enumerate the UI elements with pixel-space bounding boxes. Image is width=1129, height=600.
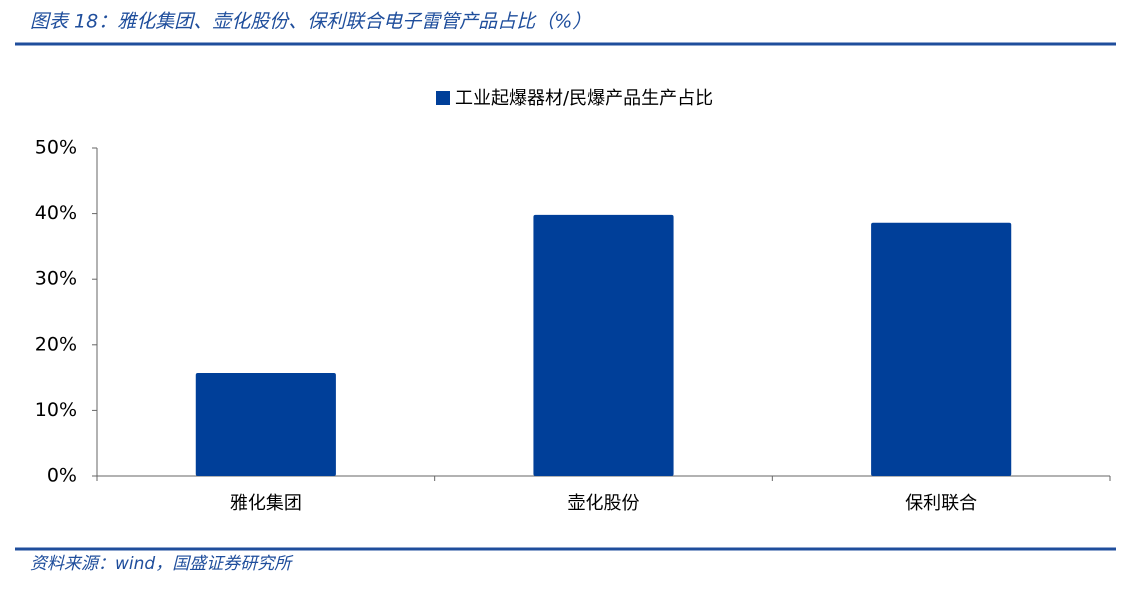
legend-label: 工业起爆器材/民爆产品生产占比 <box>455 88 713 109</box>
bar <box>533 214 674 477</box>
bar <box>871 222 1012 476</box>
source-note: 资料来源：wind，国盛证券研究所 <box>30 554 294 574</box>
y-tick-label: 40% <box>35 202 77 224</box>
y-tick-label: 0% <box>47 465 77 487</box>
y-tick-label: 50% <box>35 137 77 159</box>
x-tick-label: 保利联合 <box>905 493 977 514</box>
y-tick-label: 30% <box>35 268 77 290</box>
chart-title: 图表 18：雅化集团、壶化股份、保利联合电子雷管产品占比（%） <box>30 11 591 33</box>
legend-swatch <box>436 91 450 105</box>
bar <box>195 373 336 476</box>
y-tick-label: 20% <box>35 333 77 355</box>
y-tick-label: 10% <box>35 399 77 421</box>
x-tick-label: 雅化集团 <box>230 493 302 514</box>
x-tick-label: 壶化股份 <box>568 493 640 514</box>
